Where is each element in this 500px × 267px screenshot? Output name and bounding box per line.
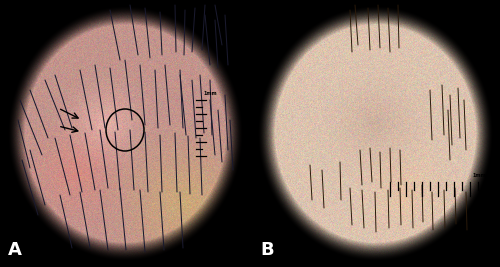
Text: 1mm: 1mm [472,173,486,178]
Text: 1mm: 1mm [203,91,216,96]
Text: B: B [260,241,274,259]
Text: A: A [8,241,22,259]
